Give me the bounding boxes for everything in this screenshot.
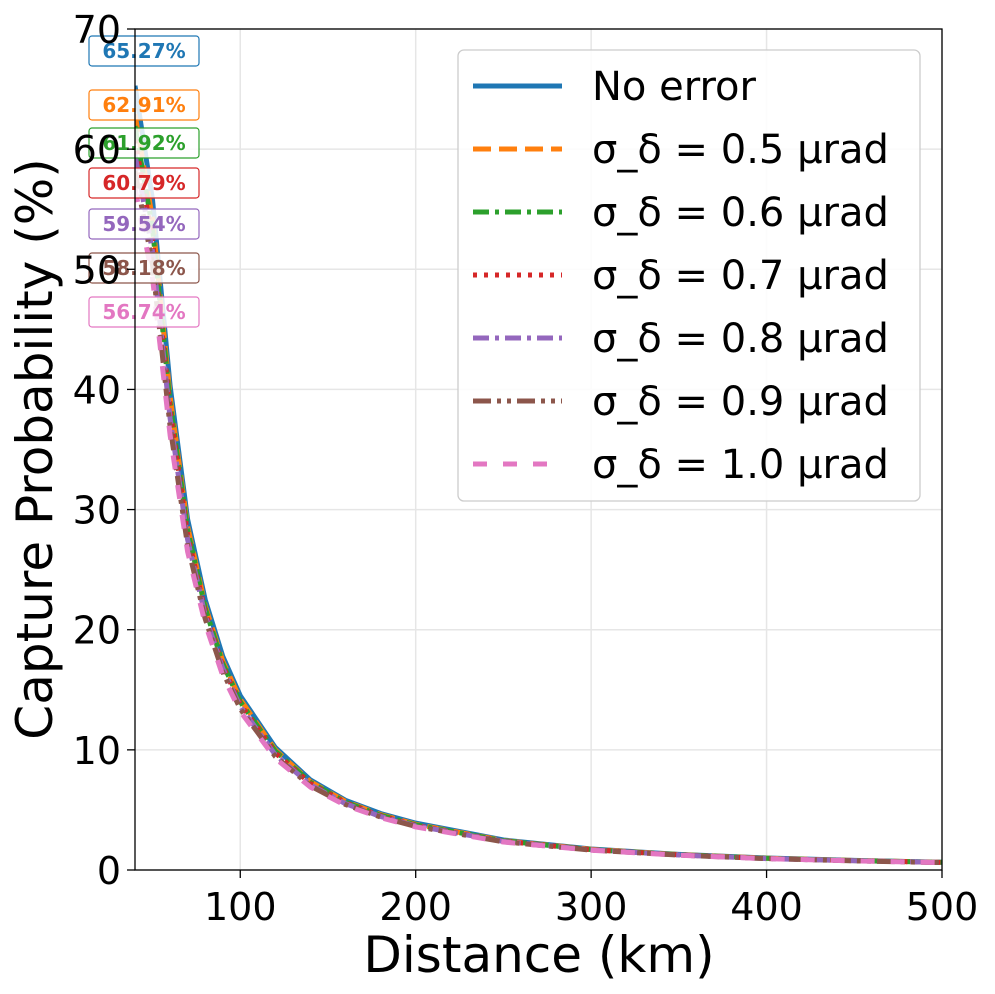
y-tick-label: 30	[73, 489, 121, 533]
start-value-label: 59.54%	[88, 208, 200, 240]
legend-label: σ_δ = 0.6 μrad	[592, 190, 889, 236]
y-tick-label: 0	[97, 849, 121, 893]
y-axis-label: Capture Probability (%)	[6, 158, 64, 739]
y-tick-label: 10	[73, 729, 121, 773]
x-axis-label: Distance (km)	[363, 926, 714, 984]
x-tick-label: 100	[204, 885, 277, 929]
start-label-box	[88, 252, 200, 284]
legend-label: σ_δ = 0.5 μrad	[592, 127, 889, 173]
legend-item: σ_δ = 0.9 μrad	[473, 379, 889, 425]
start-label-box	[88, 127, 200, 159]
x-tick-label: 300	[555, 885, 628, 929]
y-tick-label: 50	[73, 248, 121, 292]
start-label-box	[88, 89, 200, 121]
start-value-label: 56.74%	[88, 296, 200, 328]
start-value-label: 60.79%	[88, 167, 200, 199]
x-tick-label: 500	[906, 885, 979, 929]
start-label-text: 60.79%	[102, 171, 185, 195]
legend-item: σ_δ = 0.6 μrad	[473, 190, 889, 236]
x-axis-ticks: 100 200 300 400 500	[204, 870, 978, 929]
legend-label: σ_δ = 0.9 μrad	[592, 379, 889, 425]
start-label-box	[88, 208, 200, 240]
plot-frame	[134, 28, 943, 871]
legend: No error σ_δ = 0.5 μrad σ_δ = 0.6 μrad σ_δ …	[457, 49, 921, 502]
legend-box	[457, 49, 921, 502]
legend-label: No error	[592, 64, 757, 110]
legend-item: σ_δ = 0.8 μrad	[473, 316, 889, 362]
start-label-text: 58.18%	[102, 256, 185, 280]
start-label-box	[88, 296, 200, 328]
start-value-label: 61.92%	[88, 127, 200, 159]
start-label-text: 65.27%	[102, 39, 185, 63]
legend-label: σ_δ = 0.8 μrad	[592, 316, 889, 362]
start-label-text: 59.54%	[102, 212, 185, 236]
series-layer	[135, 85, 942, 866]
y-tick-label: 20	[73, 609, 121, 653]
start-value-label: 65.27%	[88, 35, 200, 67]
x-tick-label: 400	[730, 885, 803, 929]
legend-label: σ_δ = 1.0 μrad	[592, 442, 889, 488]
start-value-label: 62.91%	[88, 89, 200, 121]
start-label-text: 56.74%	[102, 300, 185, 324]
legend-item: σ_δ = 1.0 μrad	[473, 442, 889, 488]
series-line-6	[135, 187, 942, 866]
start-labels: 65.27% 62.91% 61.92% 60.79% 59.54% 58.18% 56.7…	[88, 35, 200, 328]
start-value-label: 58.18%	[88, 252, 200, 284]
legend-item: No error	[473, 64, 757, 110]
legend-item: σ_δ = 0.5 μrad	[473, 127, 889, 173]
y-axis-ticks: 0 10 20 30 40 50 60 70	[73, 8, 135, 893]
y-tick-label: 70	[73, 8, 121, 52]
y-tick-label: 60	[73, 128, 121, 172]
start-label-box	[88, 35, 200, 67]
start-label-text: 61.92%	[102, 131, 185, 155]
x-tick-label: 200	[379, 885, 452, 929]
start-label-text: 62.91%	[102, 93, 185, 117]
y-tick-label: 40	[73, 368, 121, 412]
start-label-box	[88, 167, 200, 199]
legend-item: σ_δ = 0.7 μrad	[473, 253, 889, 299]
legend-label: σ_δ = 0.7 μrad	[592, 253, 889, 299]
